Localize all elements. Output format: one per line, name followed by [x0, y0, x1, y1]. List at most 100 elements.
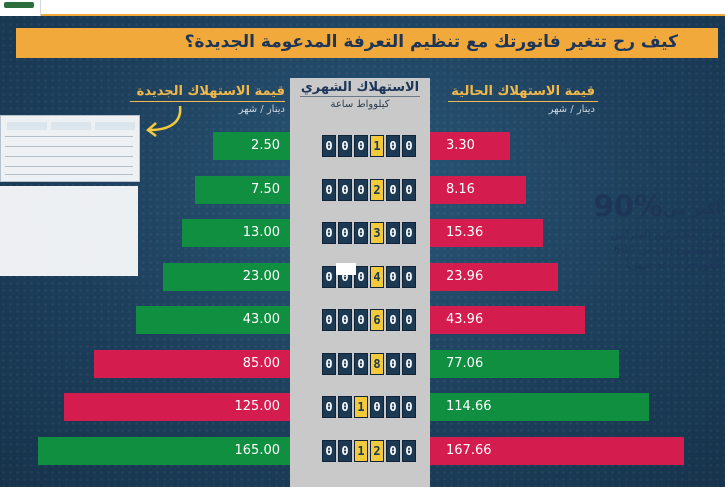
top-strip [0, 0, 725, 16]
new-value-bar: 2.50 [213, 132, 290, 160]
meter-digit: 0 [322, 440, 336, 462]
new-value-bar: 43.00 [136, 306, 290, 334]
meter-digit: 0 [386, 179, 400, 201]
current-value-bar: 15.36 [430, 219, 543, 247]
bill-sample-image [0, 115, 140, 182]
meter-digit: 8 [370, 353, 384, 375]
current-value-bar: 43.96 [430, 306, 585, 334]
new-value-bar: 125.00 [64, 393, 290, 421]
new-value-label: 13.00 [242, 225, 280, 240]
meter-digit: 0 [338, 222, 352, 244]
current-value-label: 23.96 [446, 269, 484, 284]
meter-digit: 0 [386, 222, 400, 244]
monthly-header-divider [300, 96, 420, 97]
bill-line [5, 166, 133, 167]
meter-digit: 0 [322, 396, 336, 418]
current-value-label: 167.66 [446, 443, 492, 458]
bill-line [5, 156, 133, 157]
new-value-label: 7.50 [251, 182, 280, 197]
meter-digit: 1 [370, 135, 384, 157]
bill-line [5, 136, 133, 137]
stat-line-3: كيلوواط ساعة شهرياً [625, 258, 721, 271]
meter-digit: 0 [402, 353, 416, 375]
meter-digit: 0 [322, 309, 336, 331]
meter-digit: 2 [370, 440, 384, 462]
current-value-label: 8.16 [446, 182, 475, 197]
new-value-label: 23.00 [242, 269, 280, 284]
meter-digit: 0 [322, 179, 336, 201]
new-value-label: 43.00 [242, 312, 280, 327]
new-value-label: 2.50 [251, 138, 280, 153]
bill-line [5, 174, 133, 175]
meter-digit: 0 [354, 266, 368, 288]
meter-digit: 0 [386, 135, 400, 157]
meter-digit: 0 [402, 135, 416, 157]
meter-digit: 2 [370, 179, 384, 201]
meter-digit: 0 [386, 266, 400, 288]
meter-digit: 3 [370, 222, 384, 244]
monthly-consumption-unit: كيلوواط ساعة [330, 99, 390, 110]
meter-digit: 0 [402, 309, 416, 331]
new-value-bar: 7.50 [195, 176, 290, 204]
new-value-label: 165.00 [234, 443, 281, 458]
bill-cell [7, 122, 47, 130]
page-title: كيف رح تتغير فاتورتك مع تنظيم التعرفة ال… [184, 32, 678, 52]
meter-digit: 0 [354, 179, 368, 201]
stat-line-2: يستهلكون أقل من 600 [613, 243, 721, 256]
meter-digit: 0 [354, 309, 368, 331]
new-value-bar: 13.00 [182, 219, 290, 247]
new-value-label: 85.00 [242, 356, 280, 371]
meter-digit: 0 [354, 353, 368, 375]
meter-digit: 0 [402, 266, 416, 288]
new-value-header-underline [130, 101, 285, 102]
current-value-bar: 77.06 [430, 350, 619, 378]
meter-digit: 0 [386, 440, 400, 462]
meter-digit: 0 [402, 222, 416, 244]
stat-percent: 90% [593, 189, 663, 223]
new-value-bar: 165.00 [38, 437, 290, 465]
meter-digit: 4 [370, 266, 384, 288]
new-value-unit: دينار / شهر [238, 104, 285, 115]
bill-line [5, 146, 133, 147]
current-value-label: 3.30 [446, 138, 475, 153]
meter-digit: 0 [354, 135, 368, 157]
meter-digit: 1 [354, 440, 368, 462]
meter-digit: 1 [354, 396, 368, 418]
new-value-label: 125.00 [234, 399, 281, 414]
current-value-bar: 114.66 [430, 393, 649, 421]
current-value-label: 15.36 [446, 225, 484, 240]
meter-digit: 0 [386, 396, 400, 418]
meter-digit: 0 [386, 309, 400, 331]
new-value-bar: 85.00 [94, 350, 290, 378]
watermark-stamp [336, 263, 356, 275]
meter-digit: 0 [370, 396, 384, 418]
pointer-arrow-icon [146, 105, 182, 137]
current-value-bar: 167.66 [430, 437, 684, 465]
meter-digit: 0 [338, 135, 352, 157]
logo [0, 0, 41, 16]
meter-digit: 0 [402, 179, 416, 201]
meter-digit: 0 [322, 353, 336, 375]
stat-more-than: أكثر من [663, 200, 721, 218]
current-value-label: 114.66 [446, 399, 492, 414]
meter-digit: 0 [322, 266, 336, 288]
meter-digit: 6 [370, 309, 384, 331]
stat-callout [0, 186, 138, 276]
new-value-bar: 23.00 [163, 263, 290, 291]
meter-digit: 0 [338, 309, 352, 331]
current-value-bar: 8.16 [430, 176, 526, 204]
bill-cell [51, 122, 91, 130]
title-banner: كيف رح تتغير فاتورتك مع تنظيم التعرفة ال… [16, 28, 718, 58]
meter-digit: 0 [338, 353, 352, 375]
monthly-consumption-header: الاستهلاك الشهري [300, 80, 420, 95]
meter-digit: 0 [322, 135, 336, 157]
meter-digit: 0 [322, 222, 336, 244]
meter-digit: 0 [338, 440, 352, 462]
current-value-header: قيمة الاستهلاك الحالية [451, 84, 595, 99]
